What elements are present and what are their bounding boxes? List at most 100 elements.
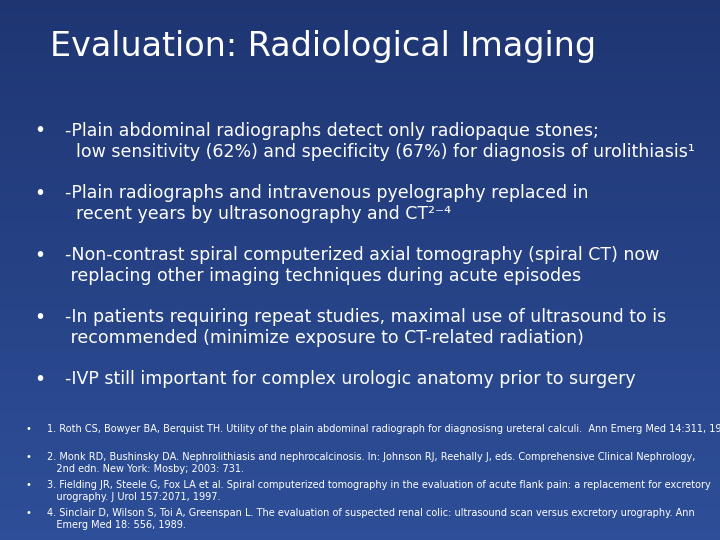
Bar	[0, 454, 720, 455]
Bar	[0, 518, 720, 520]
Text: 1. Roth CS, Bowyer BA, Berquist TH. Utility of the plain abdominal radiograph fo: 1. Roth CS, Bowyer BA, Berquist TH. Util…	[47, 424, 720, 434]
Bar	[0, 123, 720, 124]
Bar	[0, 373, 720, 374]
Bar	[0, 355, 720, 356]
Bar	[0, 177, 720, 178]
Bar	[0, 479, 720, 481]
Bar	[0, 218, 720, 220]
Bar	[0, 248, 720, 250]
Bar	[0, 293, 720, 295]
Bar	[0, 81, 720, 83]
Bar	[0, 63, 720, 65]
Bar	[0, 45, 720, 47]
Bar	[0, 366, 720, 367]
Bar	[0, 61, 720, 63]
Bar	[0, 468, 720, 470]
Bar	[0, 225, 720, 227]
Bar	[0, 425, 720, 427]
Bar	[0, 400, 720, 401]
Bar	[0, 69, 720, 70]
Bar	[0, 501, 720, 502]
Bar	[0, 86, 720, 88]
Bar	[0, 32, 720, 34]
Bar	[0, 497, 720, 498]
Bar	[0, 390, 720, 393]
Bar	[0, 382, 720, 383]
Bar	[0, 258, 720, 259]
Bar	[0, 452, 720, 454]
Bar	[0, 367, 720, 369]
Bar	[0, 461, 720, 463]
Bar	[0, 252, 720, 254]
Bar	[0, 166, 720, 167]
Bar	[0, 49, 720, 50]
Bar	[0, 22, 720, 23]
Bar	[0, 93, 720, 96]
Bar	[0, 448, 720, 450]
Bar	[0, 513, 720, 515]
Bar	[0, 412, 720, 414]
Bar	[0, 463, 720, 464]
Bar	[0, 277, 720, 279]
Bar	[0, 297, 720, 299]
Bar	[0, 301, 720, 302]
Bar	[0, 401, 720, 403]
Bar	[0, 313, 720, 315]
Bar	[0, 331, 720, 333]
Bar	[0, 130, 720, 131]
Bar	[0, 434, 720, 436]
Bar	[0, 52, 720, 54]
Bar	[0, 50, 720, 52]
Bar	[0, 466, 720, 468]
Bar	[0, 126, 720, 128]
Bar	[0, 362, 720, 363]
Bar	[0, 524, 720, 525]
Bar	[0, 374, 720, 376]
Bar	[0, 470, 720, 471]
Bar	[0, 353, 720, 355]
Bar	[0, 515, 720, 517]
Bar	[0, 18, 720, 20]
Bar	[0, 16, 720, 18]
Bar	[0, 509, 720, 511]
Bar	[0, 538, 720, 540]
Text: -Plain radiographs and intravenous pyelography replaced in
  recent years by ult: -Plain radiographs and intravenous pyelo…	[65, 184, 588, 223]
Bar	[0, 493, 720, 495]
Bar	[0, 83, 720, 85]
Bar	[0, 205, 720, 207]
Bar	[0, 9, 720, 11]
Bar	[0, 162, 720, 164]
Bar	[0, 128, 720, 130]
Bar	[0, 76, 720, 77]
Bar	[0, 169, 720, 171]
Bar	[0, 522, 720, 524]
Bar	[0, 212, 720, 214]
Text: -In patients requiring repeat studies, maximal use of ultrasound to is
 recommen: -In patients requiring repeat studies, m…	[65, 308, 666, 347]
Bar	[0, 315, 720, 317]
Bar	[0, 223, 720, 225]
Bar	[0, 299, 720, 301]
Bar	[0, 344, 720, 346]
Bar	[0, 335, 720, 336]
Bar	[0, 85, 720, 86]
Bar	[0, 245, 720, 247]
Bar	[0, 326, 720, 328]
Bar	[0, 234, 720, 236]
Bar	[0, 423, 720, 425]
Bar	[0, 396, 720, 398]
Text: •: •	[26, 480, 32, 490]
Text: •: •	[34, 246, 45, 265]
Bar	[0, 4, 720, 5]
Bar	[0, 142, 720, 144]
Bar	[0, 259, 720, 261]
Bar	[0, 112, 720, 113]
Bar	[0, 131, 720, 133]
Bar	[0, 120, 720, 123]
Bar	[0, 302, 720, 304]
Bar	[0, 184, 720, 185]
Bar	[0, 471, 720, 474]
Text: •: •	[26, 508, 32, 518]
Bar	[0, 403, 720, 405]
Text: 3. Fielding JR, Steele G, Fox LA et al. Spiral computerized tomography in the ev: 3. Fielding JR, Steele G, Fox LA et al. …	[47, 480, 711, 502]
Bar	[0, 455, 720, 457]
